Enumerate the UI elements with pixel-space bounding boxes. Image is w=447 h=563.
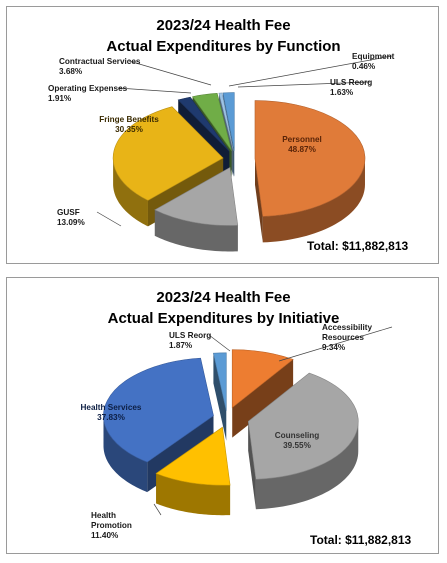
- slice-equipment: [218, 92, 234, 151]
- slice-uls-reorg: [222, 92, 235, 151]
- slice-label-health-services: Health Services: [81, 403, 142, 412]
- slice-value-personnel: 48.87%: [288, 145, 316, 154]
- slice-label-accessibility-resources: Accessibility: [322, 323, 373, 332]
- slice-side-personnel: [254, 158, 365, 243]
- leader-line-uls-reorg: [208, 334, 231, 352]
- slice-gusf: [154, 167, 239, 226]
- total-label: Total: $11,882,813: [310, 533, 412, 547]
- slice-value-uls-reorg: 1.87%: [169, 341, 193, 350]
- leader-line-equipment: [228, 55, 393, 87]
- chart-panel-function: 2023/24 Health Fee Actual Expenditures b…: [6, 6, 439, 264]
- slice-operating-expenses: [177, 96, 230, 152]
- slice-value-uls-reorg: 1.63%: [330, 88, 354, 97]
- slice-health-services: [103, 357, 214, 463]
- slice-value-gusf: 13.09%: [57, 218, 85, 227]
- leader-line-operating-expenses: [117, 87, 192, 94]
- slice-side-accessibility-resources: [232, 359, 294, 438]
- leader-line-health-promotion: [153, 503, 162, 516]
- slice-label-operating-expenses: Operating Expenses: [48, 84, 128, 93]
- slice-personnel: [254, 100, 366, 217]
- slice-label-gusf: GUSF: [57, 208, 80, 217]
- slice-label-accessibility-resources: Resources: [322, 333, 364, 342]
- leader-line-accessibility-resources: [278, 326, 393, 362]
- slice-label-fringe-benefits: Fringe Benefits: [99, 115, 159, 124]
- slice-label-uls-reorg: ULS Reorg: [330, 78, 372, 87]
- slice-value-accessibility-resources: 9.34%: [322, 343, 346, 352]
- slice-value-operating-expenses: 1.91%: [48, 94, 72, 103]
- slice-fringe-benefits: [112, 106, 224, 201]
- leader-line-uls-reorg: [237, 81, 371, 88]
- slice-label-personnel: Personnel: [282, 135, 322, 144]
- slice-value-health-promotion: 11.40%: [91, 531, 119, 540]
- slice-uls-reorg: [213, 352, 227, 411]
- slice-side-uls-reorg: [213, 353, 227, 441]
- slice-accessibility-resources: [231, 349, 294, 409]
- chart-title: 2023/24 Health Fee: [156, 289, 291, 306]
- slice-label-equipment: Equipment: [352, 52, 395, 61]
- slice-health-promotion: [155, 426, 231, 486]
- slice-value-contractual-services: 3.68%: [59, 67, 83, 76]
- chart-title: 2023/24 Health Fee: [156, 17, 291, 34]
- chart-panel-initiative: 2023/24 Health Fee Actual Expenditures b…: [6, 277, 439, 554]
- slice-label-uls-reorg: ULS Reorg: [169, 331, 211, 340]
- slice-counseling: [247, 372, 359, 480]
- slice-label-contractual-services: Contractual Services: [59, 57, 141, 66]
- leader-line-gusf: [96, 211, 122, 227]
- slice-label-counseling: Counseling: [275, 431, 320, 440]
- slice-value-fringe-benefits: 30.35%: [115, 125, 143, 134]
- total-label: Total: $11,882,813: [307, 239, 409, 253]
- slice-label-health-promotion: Promotion: [91, 521, 132, 530]
- slice-value-health-services: 37.83%: [97, 413, 125, 422]
- slice-value-equipment: 0.46%: [352, 62, 376, 71]
- slice-value-counseling: 39.55%: [283, 441, 311, 450]
- chart-subtitle: Actual Expenditures by Function: [106, 38, 341, 55]
- chart-subtitle: Actual Expenditures by Initiative: [107, 310, 340, 327]
- leader-line-contractual-services: [128, 60, 212, 86]
- slice-label-health-promotion: Health: [91, 511, 116, 520]
- slice-contractual-services: [192, 93, 232, 152]
